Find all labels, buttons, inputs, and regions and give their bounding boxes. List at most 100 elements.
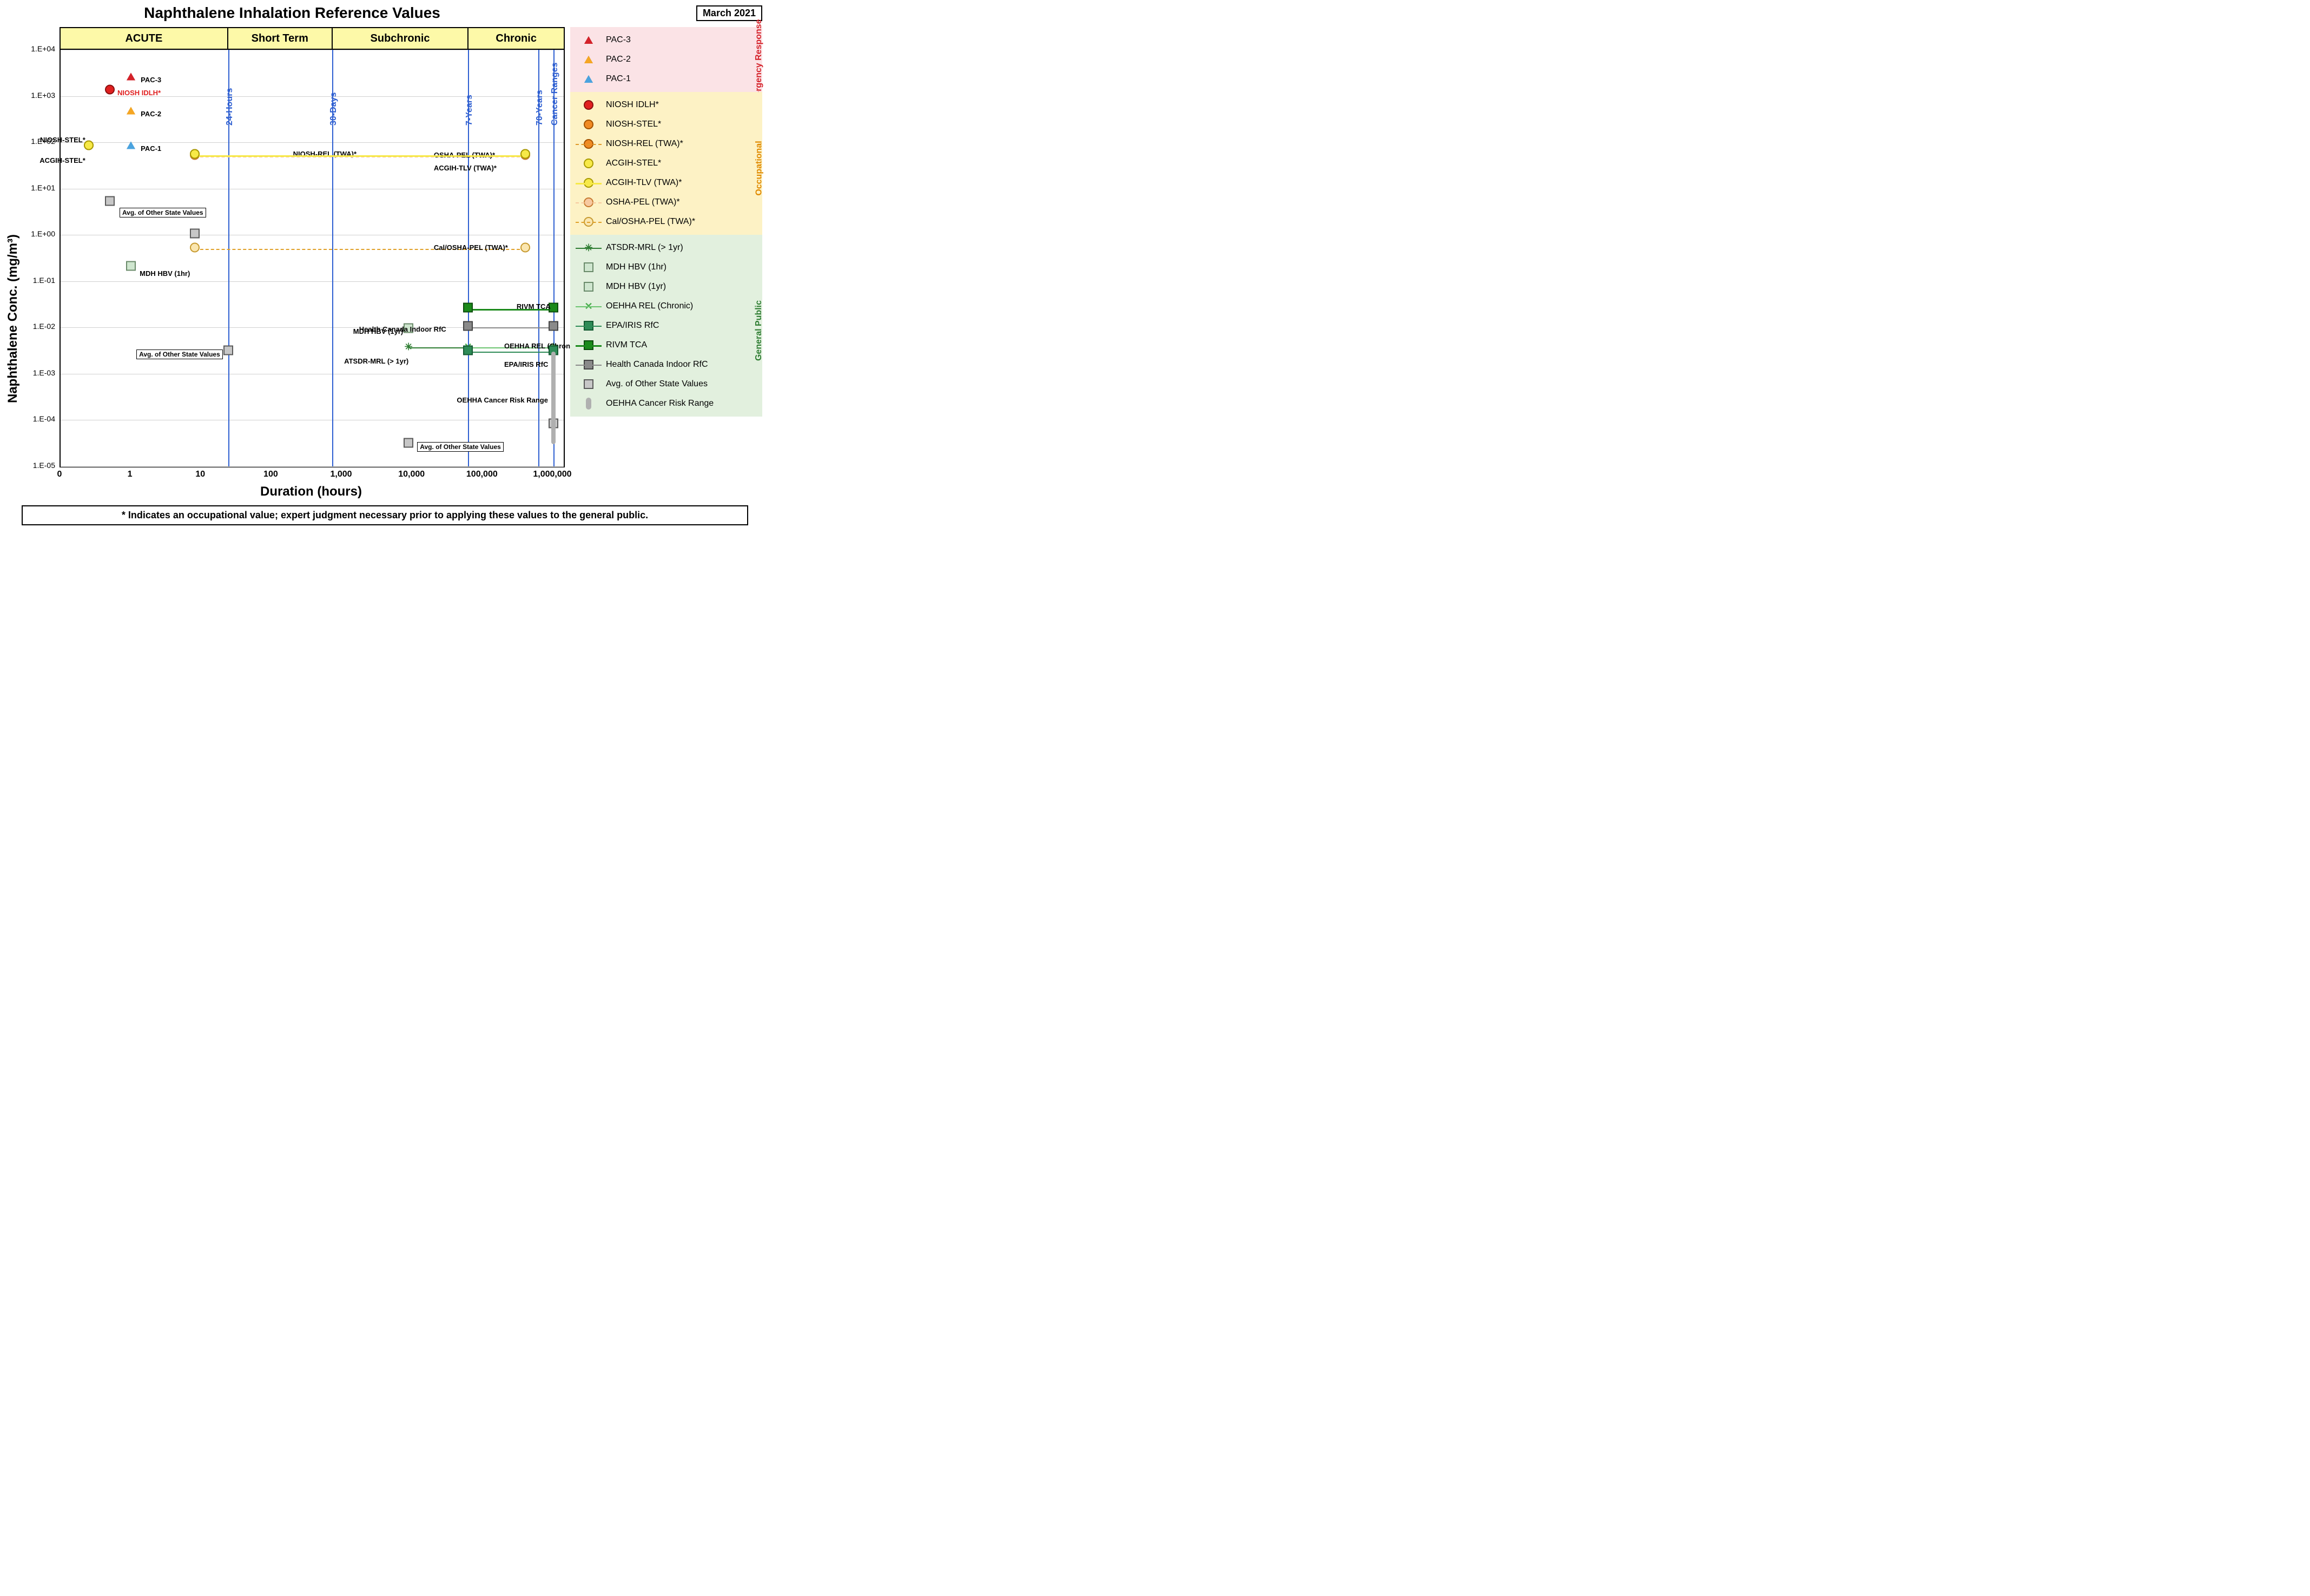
y-tick-label: 1.E-01 [10,276,55,285]
legend-swatch [576,137,602,150]
data-point [463,303,473,315]
data-label: RIVM TCA [517,302,551,311]
data-label: OSHA-PEL (TWA)* [434,151,495,159]
data-label: OEHHA REL (Chronic) [504,342,578,350]
legend-item: NIOSH-STEL* [576,115,743,134]
duration-band: Subchronic [333,28,469,49]
legend-item-label: PAC-2 [606,55,631,64]
legend-item-label: ACGIH-STEL* [606,159,661,168]
y-tick-label: 1.E-02 [10,322,55,331]
data-point [105,196,115,209]
legend-item-label: MDH HBV (1yr) [606,282,666,292]
data-point [127,142,135,152]
legend-item: Health Canada Indoor RfC [576,355,743,374]
data-point [127,72,135,83]
legend-item-label: OEHHA REL (Chronic) [606,301,693,311]
legend-item: Avg. of Other State Values [576,374,743,394]
y-tick-label: 1.E+02 [10,137,55,146]
y-tick-label: 1.E-03 [10,368,55,377]
data-line [468,327,553,328]
reference-vline-label: 24-Hours [225,88,235,126]
legend-section-label: General Public [754,300,764,361]
legend-swatch [576,157,602,170]
legend-item: OSHA-PEL (TWA)* [576,193,743,212]
legend-item: NIOSH-REL (TWA)* [576,134,743,154]
legend-swatch: ✕ [576,300,602,313]
legend-item-label: Cal/OSHA-PEL (TWA)* [606,217,695,227]
legend-item: PAC-2 [576,50,743,69]
y-tick-label: 1.E+01 [10,183,55,192]
data-label-box: Avg. of Other State Values [120,208,206,217]
legend-item-label: OEHHA Cancer Risk Range [606,399,714,408]
legend-swatch [576,34,602,47]
legend-item-label: RIVM TCA [606,340,647,350]
legend-item: OEHHA Cancer Risk Range [576,394,743,413]
legend-swatch [576,280,602,293]
duration-band: Chronic [468,28,564,49]
reference-vline-label: 7-Years [465,95,474,126]
legend-swatch [576,215,602,228]
legend-swatch [576,118,602,131]
legend-item: RIVM TCA [576,335,743,355]
legend-item-label: Avg. of Other State Values [606,379,708,389]
data-point [190,242,200,255]
legend-item: ACGIH-TLV (TWA)* [576,173,743,193]
legend-item: ACGIH-STEL* [576,154,743,173]
x-tick-label: 1,000 [331,470,352,479]
legend-item: EPA/IRIS RfC [576,316,743,335]
data-point [520,149,530,162]
legend-swatch [576,72,602,85]
legend-section: OccupationalNIOSH IDLH*NIOSH-STEL*NIOSH-… [570,92,762,235]
data-point [463,321,473,334]
x-tick-label: 1,000,000 [533,470,571,479]
chart-title: Naphthalene Inhalation Reference Values [0,4,584,22]
legend-item-label: OSHA-PEL (TWA)* [606,197,680,207]
data-point: ✳ [405,342,413,353]
legend-item: MDH HBV (1yr) [576,277,743,296]
legend-item: NIOSH IDLH* [576,95,743,115]
x-tick-label: 1 [128,470,133,479]
legend-item-label: EPA/IRIS RfC [606,321,659,331]
legend-swatch [576,53,602,66]
y-tick-label: 1.E+04 [10,44,55,53]
date-stamp: March 2021 [696,5,762,21]
data-point [190,149,200,162]
data-label-box: Avg. of Other State Values [136,349,223,359]
data-point [126,261,136,274]
data-line [468,352,553,353]
data-label: NIOSH IDLH* [117,89,161,97]
data-label: PAC-2 [141,110,161,118]
data-point [223,346,233,358]
legend-swatch [576,339,602,352]
reference-vline-label: 30-Days [329,93,339,126]
data-label: PAC-3 [141,76,161,84]
data-label: OEHHA Cancer Risk Range [457,396,548,404]
data-label: Cal/OSHA-PEL (TWA)* [434,243,508,252]
gridline [61,142,564,143]
duration-band: Short Term [228,28,333,49]
data-line [195,155,526,157]
data-point [520,242,530,255]
x-tick-label: 10,000 [398,470,425,479]
data-point [127,107,135,117]
legend-swatch [576,358,602,371]
reference-vline-label: Cancer Ranges [550,63,560,126]
legend-swatch [576,98,602,111]
data-point [549,321,558,334]
reference-vline-label: 70-Years [535,90,545,126]
legend-swatch: ✳ [576,241,602,254]
legend-item-label: NIOSH-REL (TWA)* [606,139,683,149]
legend-item: Cal/OSHA-PEL (TWA)* [576,212,743,232]
data-label: ACGIH-TLV (TWA)* [434,164,497,172]
data-point [105,84,115,97]
cancer-risk-range-bar [551,352,556,444]
legend-item-label: ATSDR-MRL (> 1yr) [606,243,683,253]
gridline [61,466,564,467]
data-label: MDH HBV (1hr) [140,269,190,278]
legend-item-label: MDH HBV (1hr) [606,262,666,272]
gridline [61,281,564,282]
data-point [404,438,413,451]
x-tick-label: 10 [195,470,205,479]
legend-swatch [576,196,602,209]
data-label-box: Avg. of Other State Values [417,442,504,452]
